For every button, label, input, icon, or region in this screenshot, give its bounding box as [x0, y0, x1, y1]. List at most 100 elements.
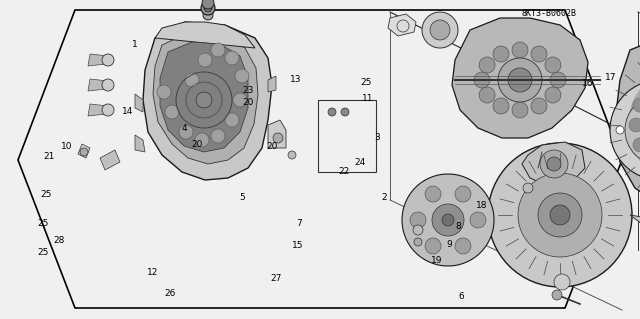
Circle shape	[493, 98, 509, 114]
Text: 12: 12	[147, 268, 158, 277]
Circle shape	[425, 238, 441, 254]
Circle shape	[273, 133, 283, 143]
Polygon shape	[88, 54, 108, 66]
Circle shape	[538, 193, 582, 237]
Text: 20: 20	[243, 98, 254, 107]
Circle shape	[540, 150, 568, 178]
Circle shape	[102, 54, 114, 66]
Circle shape	[80, 148, 88, 156]
Circle shape	[479, 57, 495, 73]
Circle shape	[547, 157, 561, 171]
Text: 16: 16	[582, 79, 593, 88]
Text: 21: 21	[44, 152, 55, 161]
Circle shape	[479, 87, 495, 103]
Circle shape	[165, 105, 179, 119]
Circle shape	[328, 108, 336, 116]
Circle shape	[531, 98, 547, 114]
Circle shape	[225, 51, 239, 65]
Circle shape	[633, 138, 640, 152]
Text: 8: 8	[456, 222, 461, 231]
Circle shape	[430, 20, 450, 40]
Text: 9: 9	[447, 241, 452, 249]
Polygon shape	[18, 10, 622, 308]
Text: 18: 18	[476, 201, 487, 210]
Circle shape	[455, 238, 471, 254]
Circle shape	[211, 129, 225, 143]
Circle shape	[422, 12, 458, 48]
Text: 5: 5	[239, 193, 244, 202]
Text: 19: 19	[431, 256, 442, 265]
Circle shape	[545, 87, 561, 103]
Text: 25: 25	[360, 78, 372, 87]
Text: 4: 4	[182, 124, 187, 133]
Circle shape	[201, 1, 215, 15]
Circle shape	[628, 65, 640, 185]
Polygon shape	[153, 33, 258, 164]
Polygon shape	[268, 120, 286, 148]
Polygon shape	[452, 18, 588, 138]
Text: 24: 24	[354, 158, 365, 167]
Circle shape	[512, 102, 528, 118]
Circle shape	[233, 93, 247, 107]
Text: 25: 25	[38, 219, 49, 228]
Circle shape	[474, 72, 490, 88]
Text: 26: 26	[164, 289, 175, 298]
Circle shape	[202, 0, 214, 9]
Polygon shape	[78, 144, 90, 158]
Text: 28: 28	[53, 236, 65, 245]
Circle shape	[198, 53, 212, 67]
Polygon shape	[135, 94, 143, 112]
Circle shape	[488, 143, 632, 287]
Text: 27: 27	[271, 274, 282, 283]
Polygon shape	[614, 38, 640, 210]
Circle shape	[616, 126, 624, 134]
Polygon shape	[100, 150, 120, 170]
Circle shape	[629, 118, 640, 132]
Text: 22: 22	[339, 167, 350, 176]
Text: 2: 2	[381, 193, 387, 202]
Text: 15: 15	[292, 241, 303, 250]
Circle shape	[414, 238, 422, 246]
Circle shape	[413, 225, 423, 235]
Circle shape	[225, 113, 239, 127]
Text: 13: 13	[290, 75, 301, 84]
Circle shape	[195, 133, 209, 147]
Text: 25: 25	[38, 248, 49, 256]
Polygon shape	[135, 135, 145, 152]
Circle shape	[493, 46, 509, 62]
Text: 1: 1	[132, 40, 137, 48]
Text: 23: 23	[243, 86, 254, 95]
Polygon shape	[388, 14, 416, 36]
Circle shape	[442, 214, 454, 226]
Circle shape	[196, 92, 212, 108]
Circle shape	[235, 69, 249, 83]
Circle shape	[552, 290, 562, 300]
Circle shape	[211, 43, 225, 57]
Circle shape	[518, 173, 602, 257]
Circle shape	[425, 186, 441, 202]
Circle shape	[203, 10, 213, 20]
Text: 14: 14	[122, 107, 134, 116]
Circle shape	[179, 125, 193, 139]
Circle shape	[402, 174, 494, 266]
Circle shape	[550, 205, 570, 225]
Bar	[318, 100, 376, 172]
Polygon shape	[160, 42, 248, 152]
Text: 20: 20	[266, 142, 278, 151]
Polygon shape	[268, 76, 276, 92]
Circle shape	[550, 72, 566, 88]
Polygon shape	[88, 79, 108, 91]
Circle shape	[470, 212, 486, 228]
Circle shape	[204, 4, 212, 12]
Circle shape	[508, 68, 532, 92]
Polygon shape	[143, 22, 272, 180]
Circle shape	[545, 57, 561, 73]
Circle shape	[531, 46, 547, 62]
Circle shape	[512, 42, 528, 58]
Circle shape	[102, 79, 114, 91]
Circle shape	[633, 98, 640, 112]
Circle shape	[554, 274, 570, 290]
Circle shape	[455, 186, 471, 202]
Circle shape	[288, 151, 296, 159]
Text: 3: 3	[375, 133, 380, 142]
